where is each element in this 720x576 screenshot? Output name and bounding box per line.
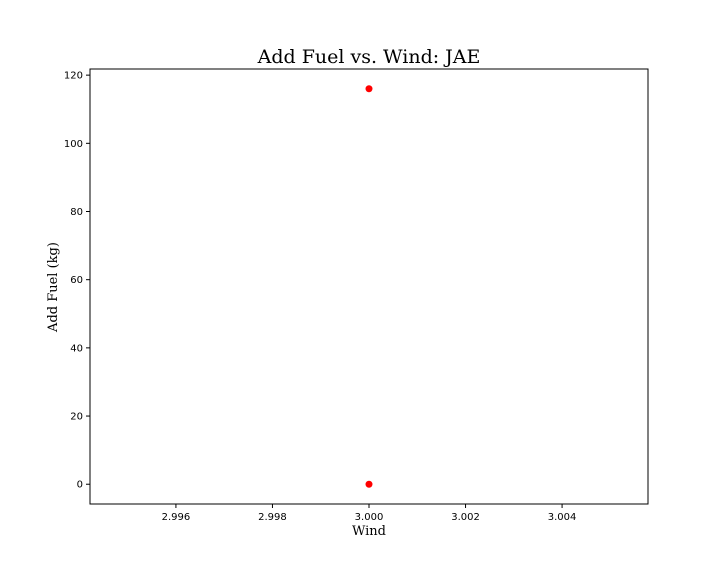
y-tick-label: 80 [70, 207, 83, 218]
x-tick-label: 2.998 [258, 512, 287, 523]
x-tick-label: 3.000 [355, 512, 384, 523]
data-point [365, 480, 373, 488]
x-tick-label: 3.004 [548, 512, 577, 523]
x-tick-label: 2.996 [162, 512, 191, 523]
y-tick-label: 60 [70, 275, 83, 286]
x-tick-label: 3.002 [451, 512, 480, 523]
y-tick-label: 100 [64, 139, 83, 150]
y-tick-label: 0 [77, 480, 83, 491]
y-axis-ticks: 0 20 40 60 80 100 120 [64, 71, 90, 491]
data-point [365, 85, 373, 93]
y-tick-label: 20 [70, 412, 83, 423]
y-tick-label: 120 [64, 71, 83, 82]
x-axis-label: Wind [352, 524, 386, 539]
plot-area-frame [89, 68, 649, 505]
chart-title: Add Fuel vs. Wind: JAE [257, 46, 481, 68]
y-axis-label: Add Fuel (kg) [46, 242, 61, 333]
x-axis-ticks: 2.996 2.998 3.000 3.002 3.004 [162, 504, 577, 523]
y-tick-label: 40 [70, 343, 83, 354]
data-points [365, 85, 373, 488]
